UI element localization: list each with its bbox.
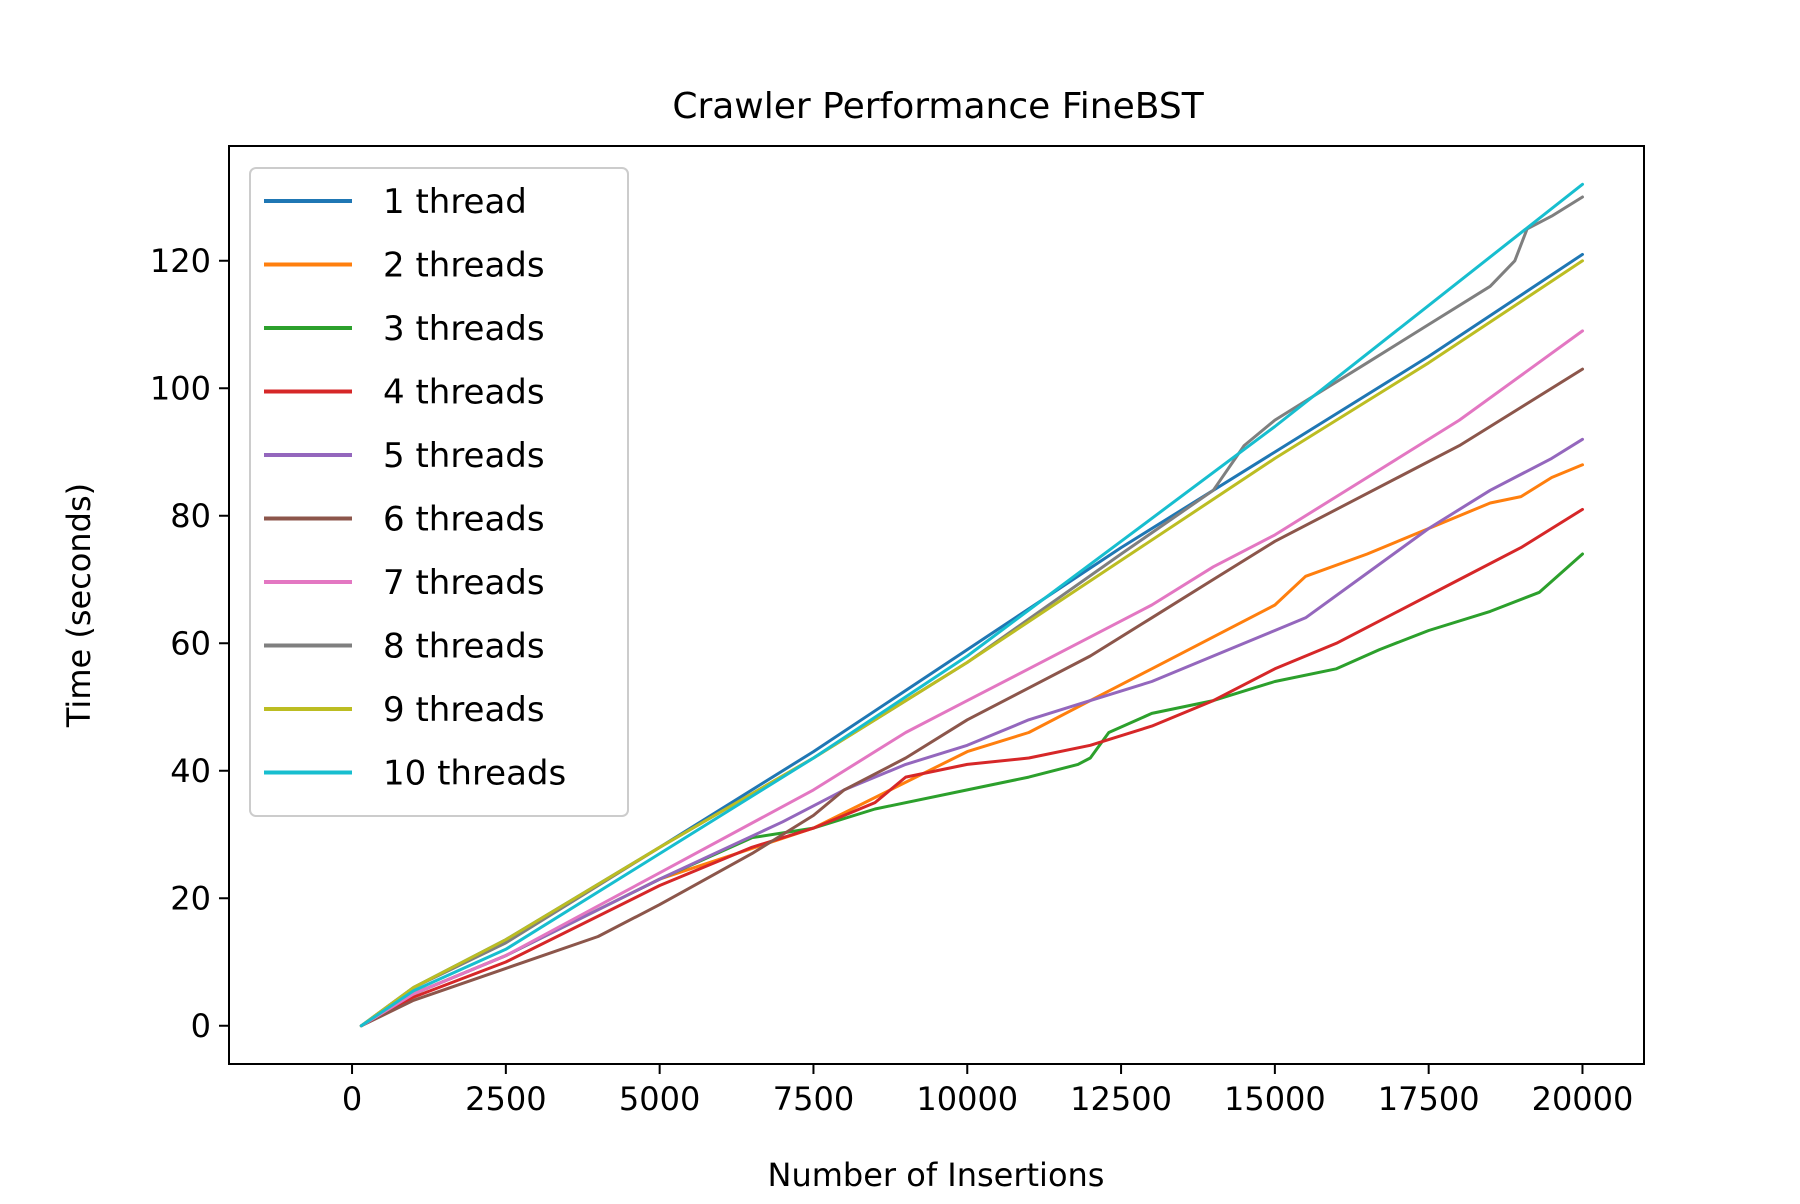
x-tick-label: 10000 <box>916 1080 1018 1118</box>
plot-frame <box>228 145 1645 1065</box>
x-tick-label: 17500 <box>1378 1080 1480 1118</box>
x-tick-label: 5000 <box>619 1080 700 1118</box>
x-tick-label: 2500 <box>465 1080 546 1118</box>
legend-label: 10 threads <box>383 754 566 794</box>
legend-label: 8 threads <box>383 627 545 667</box>
legend: 1 thread 2 threads 3 threads 4 threads 5 thr… <box>249 167 629 817</box>
x-tick-label: 0 <box>342 1080 362 1118</box>
series-line-10 <box>359 182 1584 1028</box>
series-line-6 <box>359 367 1584 1028</box>
x-tick-label: 15000 <box>1224 1080 1326 1118</box>
x-tick-label: 12500 <box>1070 1080 1172 1118</box>
series-line-4 <box>359 507 1584 1028</box>
x-tick-label: 20000 <box>1532 1080 1634 1118</box>
y-tick-label: 20 <box>170 879 211 917</box>
x-axis-ticks: 0 2500 5000 7500 10000 12500 15000 17500 20000 <box>342 1064 1634 1118</box>
y-axis-ticks: 0 20 40 60 80 100 120 <box>150 242 229 1045</box>
y-tick-label: 100 <box>150 369 211 407</box>
legend-label: 2 threads <box>383 246 545 286</box>
y-tick-label: 80 <box>170 497 211 535</box>
x-tick-label: 7500 <box>773 1080 854 1118</box>
y-tick-label: 60 <box>170 624 211 662</box>
series-line-7 <box>359 329 1584 1028</box>
legend-label: 3 threads <box>383 309 545 349</box>
y-tick-label: 40 <box>170 752 211 790</box>
series-line-5 <box>359 437 1584 1028</box>
legend-label: 1 thread <box>383 182 527 222</box>
legend-label: 5 threads <box>383 436 545 476</box>
series-line-9 <box>359 259 1584 1028</box>
legend-label: 4 threads <box>383 373 545 413</box>
chart-title: Crawler Performance FineBST <box>672 86 1204 127</box>
legend-label: 6 threads <box>383 500 545 540</box>
y-tick-label: 0 <box>191 1007 211 1045</box>
x-axis-label: Number of Insertions <box>768 1156 1105 1194</box>
y-tick-label: 120 <box>150 242 211 280</box>
legend-label: 7 threads <box>383 563 545 603</box>
legend-label: 9 threads <box>383 690 545 730</box>
y-axis-label: Time (seconds) <box>60 483 98 728</box>
series-lines <box>359 182 1584 1028</box>
legend-items: 1 thread 2 threads 3 threads 4 threads 5 thr… <box>264 182 566 794</box>
